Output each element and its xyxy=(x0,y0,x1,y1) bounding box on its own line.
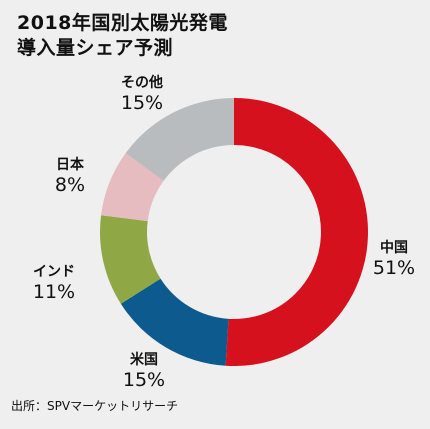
label-india-name: インド xyxy=(33,264,75,280)
donut-slice-china xyxy=(225,98,368,366)
chart-title-line-2: 導入量シェア予測 xyxy=(17,37,174,59)
label-other-name: その他 xyxy=(121,75,163,91)
label-usa-name: 米国 xyxy=(130,352,158,368)
label-japan-name: 日本 xyxy=(56,157,84,173)
donut-slice-japan xyxy=(101,153,164,222)
label-usa: 米国 15% xyxy=(114,351,174,392)
label-other-value: 15% xyxy=(120,92,164,114)
label-china: 中国 51% xyxy=(364,239,424,280)
label-india: インド 11% xyxy=(24,263,84,304)
chart-title: 2018年国別太陽光発電 導入量シェア予測 xyxy=(17,11,228,61)
label-china-value: 51% xyxy=(372,257,416,279)
donut-slice-other xyxy=(125,98,234,181)
label-japan-value: 8% xyxy=(54,174,86,196)
label-usa-value: 15% xyxy=(122,369,166,391)
label-china-name: 中国 xyxy=(380,240,408,256)
donut-slice-india xyxy=(100,215,161,304)
donut-slice-usa xyxy=(120,278,229,366)
label-other: その他 15% xyxy=(107,74,177,115)
chart-title-line-1: 2018年国別太陽光発電 xyxy=(17,12,228,34)
source-note: 出所：SPVマーケットリサーチ xyxy=(11,399,179,413)
label-japan: 日本 8% xyxy=(40,156,100,197)
label-india-value: 11% xyxy=(32,281,76,303)
